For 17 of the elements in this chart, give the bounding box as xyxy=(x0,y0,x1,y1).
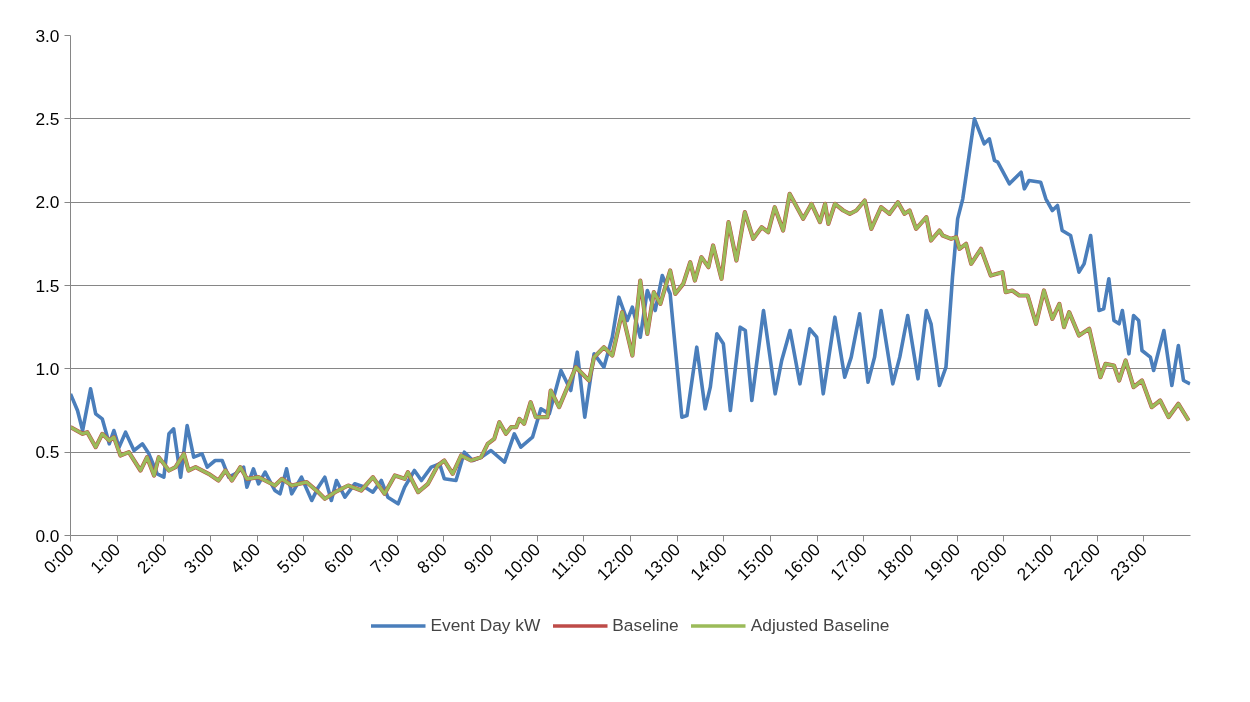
y-tick-label: 3.0 xyxy=(35,25,60,46)
y-tick-label: 0.0 xyxy=(35,525,60,546)
x-tick-label: 3:00 xyxy=(179,539,218,578)
legend-label: Adjusted Baseline xyxy=(750,614,890,636)
x-tick-label: 6:00 xyxy=(319,539,358,578)
y-tick-label: 2.0 xyxy=(35,192,60,213)
x-tick-label: 5:00 xyxy=(272,539,311,578)
y-tick-label: 2.5 xyxy=(35,108,60,129)
x-tick-label: 8:00 xyxy=(412,539,451,578)
y-tick-label: 0.5 xyxy=(35,442,60,463)
legend-label: Event Day kW xyxy=(430,614,541,636)
y-tick-label: 1.0 xyxy=(35,358,60,379)
x-tick-label: 4:00 xyxy=(226,539,265,578)
y-tick-label: 1.5 xyxy=(35,275,60,296)
x-tick-label: 9:00 xyxy=(459,539,498,578)
x-tick-label: 7:00 xyxy=(366,539,405,578)
legend-label: Baseline xyxy=(612,614,679,636)
